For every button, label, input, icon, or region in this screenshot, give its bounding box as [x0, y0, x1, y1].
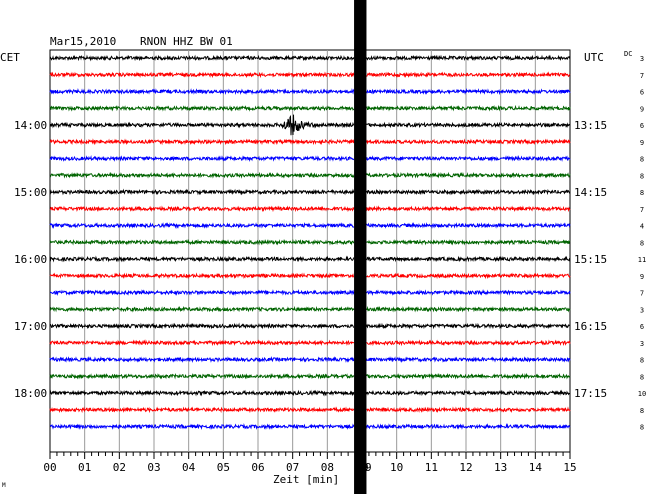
trace-row-11: [49, 238, 571, 246]
dc-offset-value: 7: [640, 206, 644, 214]
dc-offset-value: 8: [640, 189, 644, 197]
local-time-label: 15:00: [14, 186, 47, 199]
dc-offset-value: 8: [640, 424, 644, 432]
x-tick-label: 05: [217, 461, 230, 474]
station-id: RNON HHZ BW 01: [140, 35, 233, 48]
x-tick-label: 04: [182, 461, 196, 474]
dc-offset-value: 3: [640, 306, 644, 314]
dc-offset-value: 8: [640, 239, 644, 247]
dc-offset-value: 4: [640, 223, 644, 231]
trace-row-4: [50, 114, 571, 136]
trace-row-8: [49, 188, 571, 196]
trace-row-13: [49, 272, 571, 280]
footer-mark: M: [2, 482, 6, 489]
utc-time-label: 13:15: [574, 119, 607, 132]
trace-row-19: [49, 372, 571, 380]
trace-row-18: [49, 355, 571, 363]
local-time-zone: CET: [0, 51, 20, 64]
x-tick-label: 01: [78, 461, 91, 474]
x-tick-label: 03: [147, 461, 160, 474]
dc-offset-value: 8: [640, 172, 644, 180]
data-gap-bar: [354, 0, 367, 494]
x-tick-label: 06: [251, 461, 264, 474]
plot-frame: [49, 49, 571, 453]
dc-offset-header: DC: [624, 50, 632, 58]
dc-offset-value: 8: [640, 357, 644, 365]
x-tick-label: 09: [358, 461, 371, 474]
local-time-label: 14:00: [14, 119, 47, 132]
utc-time-label: 16:15: [574, 320, 607, 333]
x-tick-label: 12: [459, 461, 472, 474]
local-time-label: 16:00: [14, 253, 47, 266]
trace-row-12: [49, 255, 571, 263]
trace-row-21: [49, 406, 571, 414]
trace-row-17: [49, 339, 571, 347]
trace-row-0: [49, 54, 571, 62]
dc-offset-value: 7: [640, 290, 644, 298]
x-tick-label: 11: [425, 461, 438, 474]
local-time-label: 18:00: [14, 387, 47, 400]
dc-offset-value: 3: [640, 55, 644, 63]
dc-offset-value: 9: [640, 139, 644, 147]
trace-row-6: [49, 155, 571, 162]
dc-offset-value: 6: [640, 89, 644, 97]
utc-time-label: 14:15: [574, 186, 607, 199]
trace-row-10: [49, 222, 571, 230]
x-tick-label: 15: [563, 461, 576, 474]
trace-row-3: [49, 104, 571, 112]
record-date: Mar15,2010: [50, 35, 116, 48]
trace-row-5: [49, 138, 571, 146]
dc-offset-value: 11: [638, 256, 646, 264]
trace-row-7: [49, 171, 571, 179]
trace-row-9: [49, 205, 571, 213]
trace-row-14: [49, 288, 571, 297]
dc-offset-value: 10: [638, 390, 646, 398]
dc-offset-value: 8: [640, 373, 644, 381]
x-tick-label: 10: [390, 461, 403, 474]
x-axis-label: Zeit [min]: [273, 473, 339, 486]
trace-row-16: [50, 322, 571, 330]
dc-offset-value: 8: [640, 156, 644, 164]
dc-offset-value: 9: [640, 273, 644, 281]
trace-row-22: [49, 422, 571, 431]
dc-offset-value: 7: [640, 72, 644, 80]
utc-time-label: 15:15: [574, 253, 607, 266]
trace-row-20: [49, 389, 571, 397]
dc-offset-value: 6: [640, 323, 644, 331]
x-tick-label: 14: [529, 461, 543, 474]
x-tick-label: 02: [113, 461, 126, 474]
dc-offset-value: 8: [640, 407, 644, 415]
dc-offset-value: 6: [640, 122, 644, 130]
dc-offset-value: 9: [640, 105, 644, 113]
local-time-label: 17:00: [14, 320, 47, 333]
utc-time-label: 17:15: [574, 387, 607, 400]
trace-row-15: [50, 305, 571, 313]
dc-offset-value: 3: [640, 340, 644, 348]
x-tick-label: 08: [321, 461, 334, 474]
trace-row-2: [49, 87, 571, 96]
utc-time-zone: UTC: [584, 51, 604, 64]
x-tick-label: 07: [286, 461, 299, 474]
x-tick-label: 00: [43, 461, 56, 474]
trace-row-1: [49, 71, 571, 79]
x-tick-label: 13: [494, 461, 507, 474]
